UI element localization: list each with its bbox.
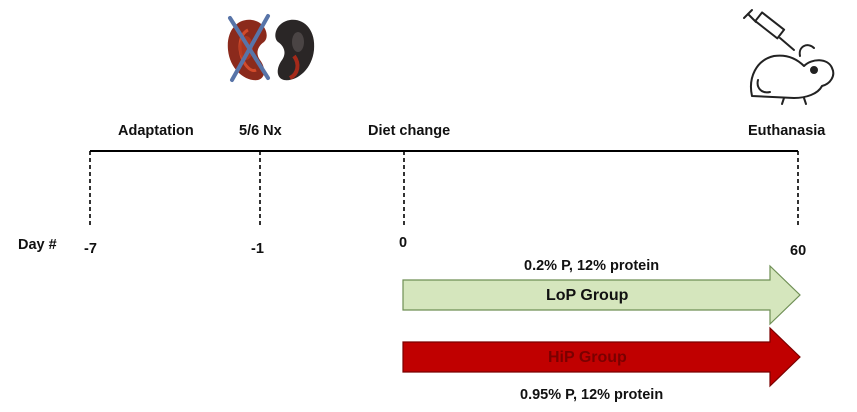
event-label-euthanasia: Euthanasia [748,123,826,139]
hip-diet-label: 0.95% P, 12% protein [520,387,664,403]
kidneys-crossed-icon [227,14,315,82]
event-label-nephrectomy: 5/6 Nx [239,123,282,139]
event-label-diet-change: Diet change [368,123,451,139]
day-label-minus7: -7 [84,241,97,257]
day-label-minus1: -1 [251,241,264,257]
day-label-0: 0 [399,235,408,251]
lop-group-label: LoP Group [546,287,629,304]
hip-group-arrow [402,326,801,388]
hip-group-label: HiP Group [548,349,627,366]
event-label-adaptation: Adaptation [118,123,194,139]
lop-diet-label: 0.2% P, 12% protein [524,258,660,274]
day-label-60: 60 [790,243,807,259]
lop-group-arrow [402,264,801,326]
mouse-syringe-icon [743,9,835,105]
day-axis-label: Day # [18,237,57,253]
